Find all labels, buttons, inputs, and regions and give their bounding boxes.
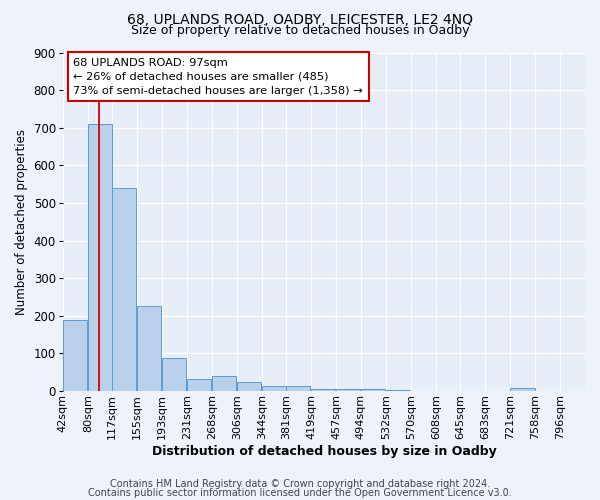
- Bar: [337, 389, 361, 391]
- Bar: [237, 382, 261, 391]
- Bar: [88, 124, 112, 391]
- Text: Contains public sector information licensed under the Open Government Licence v3: Contains public sector information licen…: [88, 488, 512, 498]
- Bar: [262, 386, 286, 391]
- Bar: [187, 379, 211, 391]
- Bar: [112, 188, 136, 391]
- Bar: [311, 389, 335, 391]
- Text: 68 UPLANDS ROAD: 97sqm
← 26% of detached houses are smaller (485)
73% of semi-de: 68 UPLANDS ROAD: 97sqm ← 26% of detached…: [73, 58, 363, 96]
- Bar: [361, 389, 385, 391]
- Bar: [63, 320, 87, 391]
- Bar: [286, 386, 310, 391]
- Y-axis label: Number of detached properties: Number of detached properties: [15, 129, 28, 315]
- Bar: [511, 388, 535, 391]
- Bar: [212, 376, 236, 391]
- Bar: [386, 390, 410, 391]
- Bar: [137, 306, 161, 391]
- Text: Size of property relative to detached houses in Oadby: Size of property relative to detached ho…: [131, 24, 469, 37]
- Text: 68, UPLANDS ROAD, OADBY, LEICESTER, LE2 4NQ: 68, UPLANDS ROAD, OADBY, LEICESTER, LE2 …: [127, 12, 473, 26]
- Text: Contains HM Land Registry data © Crown copyright and database right 2024.: Contains HM Land Registry data © Crown c…: [110, 479, 490, 489]
- Bar: [163, 358, 187, 391]
- X-axis label: Distribution of detached houses by size in Oadby: Distribution of detached houses by size …: [151, 444, 496, 458]
